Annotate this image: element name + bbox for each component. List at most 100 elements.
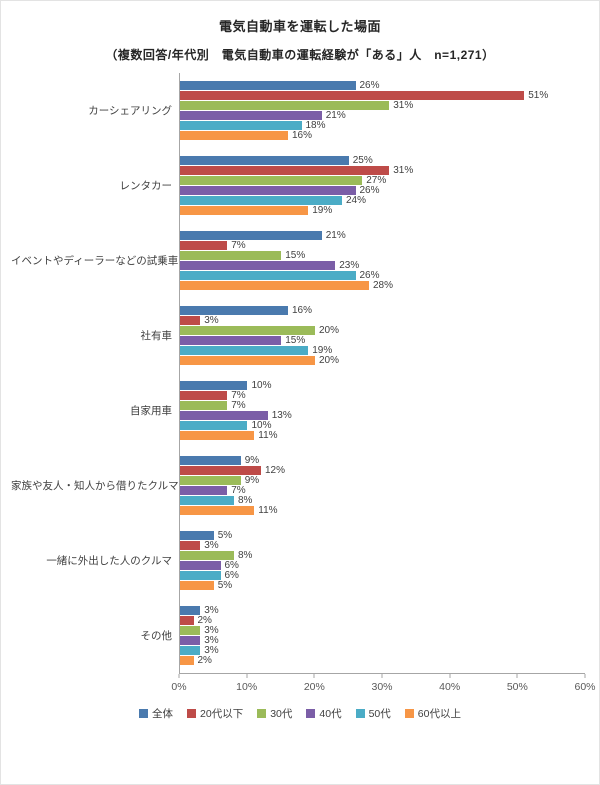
bar [180,391,228,400]
x-tick-label: 20% [303,681,325,693]
bar-value-label: 21% [325,229,346,241]
bar [180,186,356,195]
bar [180,486,228,495]
bar [180,336,282,345]
category-label: 自家用車 [130,405,172,417]
bar-row: 3% [180,539,585,551]
bar [180,606,201,615]
bar [180,111,322,120]
category-group: レンタカー 25% 31% 27% 26% 24% 19% [11,148,585,223]
bar [180,581,214,590]
bar [180,656,194,665]
category-bars: 5% 3% 8% 6% 6% 5% [179,523,585,598]
bar-value-label: 19% [312,344,333,356]
bar-row: 31% [180,99,585,111]
bar-row: 31% [180,164,585,176]
bar-value-label: 3% [204,644,219,656]
bar [180,206,309,215]
bar [180,166,390,175]
bar-value-label: 7% [231,389,246,401]
legend-item: 30代 [257,706,292,721]
bar-value-label: 31% [393,99,414,111]
bar-value-label: 16% [292,304,313,316]
bar-row: 6% [180,559,585,571]
bar-value-label: 5% [217,579,233,591]
bar [180,466,261,475]
bar [180,131,288,140]
legend-item: 60代以上 [404,706,461,721]
legend-swatch [139,709,149,718]
bar-row: 6% [180,570,585,580]
bar-row: 23% [180,259,585,271]
bar-value-label: 5% [217,529,233,541]
bar-value-label: 7% [231,484,246,496]
bar-value-label: 16% [292,129,313,141]
bar-row: 21% [180,229,585,241]
bar-value-label: 3% [204,314,219,326]
bar-row: 20% [180,355,585,365]
legend-label: 全体 [152,708,174,720]
bar-value-label: 9% [244,454,260,466]
legend-swatch [355,709,365,718]
bar-value-label: 18% [305,119,326,131]
legend-item: 全体 [139,706,173,721]
bar-row: 2% [180,615,585,625]
x-tick-label: 0% [171,681,187,693]
bar [180,81,356,90]
bar-value-label: 27% [366,174,387,186]
legend-swatch [306,709,316,718]
bar [180,571,221,580]
bar-value-label: 21% [325,109,346,121]
legend-label: 50代 [368,708,391,720]
x-tick-mark [246,674,248,678]
bar [180,251,282,260]
bar-chart-plot-area: カーシェアリング 26% 51% 31% 21% 18% 16% レンタカー 25% 31% 27%… [1,73,599,673]
x-tick-mark [584,674,586,678]
legend-label: 60代以上 [417,708,461,720]
bar-row: 8% [180,550,585,560]
category-label: 社有車 [140,330,173,342]
bar-row: 3% [180,625,585,635]
bar-row: 3% [180,314,585,326]
bar [180,496,234,505]
bar-row: 19% [180,344,585,356]
bar [180,421,248,430]
bar [180,551,234,560]
bar-row: 8% [180,495,585,505]
legend-item: 20代以下 [187,706,243,721]
x-tick-label: 30% [371,681,393,693]
bar-value-label: 10% [251,419,272,431]
x-tick-label: 40% [439,681,461,693]
bar [180,411,268,420]
bar-value-label: 31% [393,164,414,176]
bar [180,531,214,540]
bar-value-label: 2% [197,654,212,666]
category-group: その他 3% 2% 3% 3% 3% 2% [11,598,585,673]
bar-row: 2% [180,654,585,666]
category-label: その他 [140,630,173,642]
bar [180,636,201,645]
bar-value-label: 51% [528,89,549,101]
bar-row: 13% [180,409,585,421]
bar-value-label: 7% [231,399,246,411]
bar-row: 3% [180,644,585,656]
x-tick-mark [516,674,518,678]
legend-label: 40代 [319,708,342,720]
legend-item: 50代 [355,706,391,721]
bar-row: 12% [180,465,585,475]
bar [180,431,255,440]
x-axis: 0% 10% 20% 30% 40% 50% 60% [1,673,599,698]
bar-row: 3% [180,605,585,615]
bar-value-label: 23% [339,259,360,271]
category-bars: 26% 51% 31% 21% 18% 16% [179,73,585,148]
bar-value-label: 6% [224,559,239,571]
bar-row: 25% [180,155,585,165]
bar-row: 21% [180,109,585,121]
bar [180,456,241,465]
bar-value-label: 3% [204,539,219,551]
bar-value-label: 13% [271,409,292,421]
category-label: 一緒に外出した人のクルマ [46,555,172,567]
x-tick-label: 60% [574,681,596,693]
bar [180,401,228,410]
